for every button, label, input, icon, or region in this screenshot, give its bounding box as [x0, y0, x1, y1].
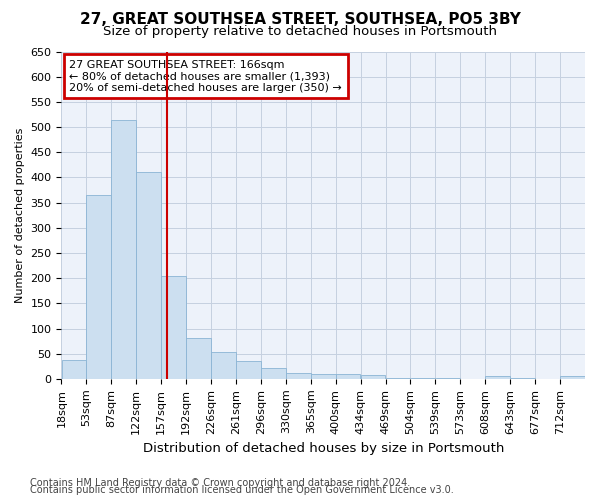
Bar: [236, 362, 261, 379]
X-axis label: Distribution of detached houses by size in Portsmouth: Distribution of detached houses by size …: [143, 442, 504, 455]
Bar: [112, 120, 136, 379]
Text: Contains HM Land Registry data © Crown copyright and database right 2024.: Contains HM Land Registry data © Crown c…: [30, 478, 410, 488]
Bar: [311, 374, 335, 379]
Y-axis label: Number of detached properties: Number of detached properties: [15, 128, 25, 303]
Bar: [336, 374, 361, 379]
Bar: [86, 195, 111, 379]
Bar: [485, 376, 510, 379]
Text: Contains public sector information licensed under the Open Government Licence v3: Contains public sector information licen…: [30, 485, 454, 495]
Bar: [136, 172, 161, 379]
Bar: [511, 378, 535, 379]
Bar: [62, 360, 86, 379]
Bar: [161, 276, 186, 379]
Text: 27, GREAT SOUTHSEA STREET, SOUTHSEA, PO5 3BY: 27, GREAT SOUTHSEA STREET, SOUTHSEA, PO5…: [80, 12, 520, 28]
Bar: [386, 378, 410, 379]
Text: 27 GREAT SOUTHSEA STREET: 166sqm
← 80% of detached houses are smaller (1,393)
20: 27 GREAT SOUTHSEA STREET: 166sqm ← 80% o…: [69, 60, 342, 93]
Text: Size of property relative to detached houses in Portsmouth: Size of property relative to detached ho…: [103, 25, 497, 38]
Bar: [286, 373, 311, 379]
Bar: [436, 378, 460, 379]
Bar: [560, 376, 585, 379]
Bar: [261, 368, 286, 379]
Bar: [361, 375, 385, 379]
Bar: [186, 338, 211, 379]
Bar: [211, 352, 236, 379]
Bar: [410, 378, 435, 379]
